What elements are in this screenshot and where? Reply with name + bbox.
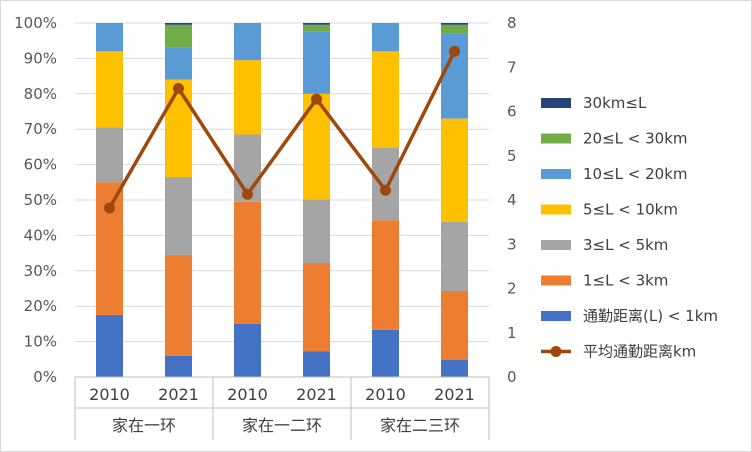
bar-segment [165,176,192,255]
bar-segment [165,24,192,48]
bar-segment [441,221,468,291]
average-distance-line [107,50,457,209]
bar-segment [303,263,330,352]
right-tick-label: 0 [507,368,517,386]
bar-segment [303,351,330,377]
bar-segment [372,329,399,377]
average-distance-marker [380,184,391,196]
gridlines [75,22,489,343]
average-distance-marker [104,202,115,214]
category-label: 2021 [434,385,475,404]
left-tick-label: 100% [14,14,57,32]
bar-segment [441,24,468,34]
average-distance-marker [173,82,184,94]
left-tick-label: 80% [24,85,57,103]
bar-segment [303,31,330,94]
bar-segment [165,254,192,356]
legend-label: 30km≤L [583,94,647,112]
stacked-bars [96,23,468,377]
bar-segment [303,24,330,32]
left-tick-label: 70% [24,120,57,138]
bar-segment [234,323,261,377]
legend: 30km≤L 20≤L < 30km 10≤L < 20km 5≤L < 10km 3≤… [541,94,718,361]
average-distance-marker [449,45,460,57]
legend-swatch [541,240,571,250]
bar-segment [96,51,123,128]
bar-segment [96,23,123,52]
right-tick-label: 8 [507,14,517,32]
legend-swatch [541,275,571,286]
bar-segment [303,23,330,25]
legend-swatch [541,311,571,321]
left-tick-label: 90% [24,49,57,67]
right-tick-label: 1 [507,324,517,342]
legend-label: 10≤L < 20km [583,165,688,183]
left-tick-label: 50% [24,191,57,209]
right-tick-label: 7 [507,58,517,76]
category-label: 2021 [158,385,199,404]
bar-segment [441,23,468,25]
group-label: 家在一二环 [242,416,322,435]
bar-segment [165,23,192,25]
right-tick-label: 4 [507,191,517,209]
legend-swatch [541,98,571,108]
category-label: 2010 [227,385,268,404]
average-distance-marker [242,188,253,200]
left-tick-label: 0% [33,368,57,386]
category-label: 2010 [89,385,130,404]
bar-segment [372,51,399,148]
legend-label: 20≤L < 30km [583,130,688,148]
left-tick-label: 10% [24,333,57,351]
bar-segment [96,127,123,183]
bar-segment [441,290,468,361]
legend-swatch [541,169,571,179]
left-tick-label: 20% [24,297,57,315]
right-tick-label: 6 [507,103,517,121]
bar-segment [165,47,192,80]
bar-segment [96,315,123,377]
bar-segment [372,23,399,52]
bar-segment [441,360,468,377]
legend-swatch [541,133,571,144]
axes: 0% 10% 20% 30% 40% 50% 60% 70% 80% 90% 100% 0 1 2 3 4 5 6… [14,14,517,440]
category-label: 2010 [365,385,406,404]
legend-line-marker [550,346,562,357]
legend-label: 5≤L < 10km [583,201,678,219]
category-label: 2021 [296,385,337,404]
bar-segment [372,147,399,221]
bar-segment [165,79,192,177]
right-tick-label: 3 [507,235,517,253]
bar-segment [303,199,330,264]
group-label: 家在一环 [112,416,176,435]
bar-segment [96,182,123,316]
legend-label: 1≤L < 3km [583,272,668,290]
bar-segment [165,355,192,377]
group-label: 家在二三环 [380,416,460,435]
legend-label: 平均通勤距离km [583,343,696,361]
left-tick-label: 30% [24,262,57,280]
legend-label: 3≤L < 5km [583,236,668,254]
average-distance-marker [311,93,322,105]
right-tick-label: 5 [507,147,517,165]
bar-segment [441,118,468,222]
legend-swatch [541,204,571,215]
bar-segment [234,23,261,61]
average-line-layer [104,45,460,214]
left-tick-label: 40% [24,226,57,244]
bar-segment [234,60,261,135]
bar-segment [372,220,399,330]
right-tick-label: 2 [507,280,517,298]
bar-segment [234,201,261,324]
legend-label: 通勤距离(L) < 1km [583,307,718,325]
left-tick-label: 60% [24,156,57,174]
